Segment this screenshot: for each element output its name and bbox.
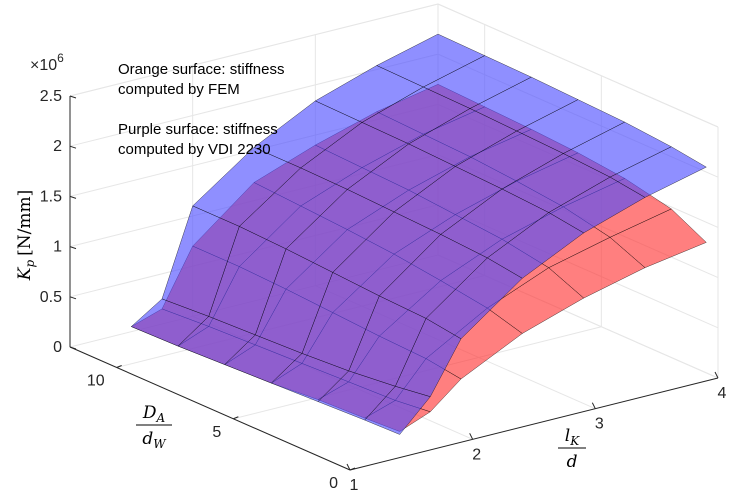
x-tick [591,402,596,409]
z-tick-label: 2 [53,138,62,155]
box-edge [69,3,439,97]
svg-text:DA: DA [142,403,166,425]
annotation-line-1: Orange surface: stiffness [118,61,284,78]
y-tick-label: 10 [87,373,105,390]
x-axis-label: lK d [558,426,586,472]
z-exponent-label: ×106 [30,51,64,74]
y-tick [116,365,122,368]
y-tick-label: 5 [212,424,221,441]
x-tick-label: 3 [595,416,604,433]
z-tick [69,145,77,149]
z-tick-label: 1 [53,239,62,256]
x-axis-line [349,377,719,471]
surface-patch [130,298,210,347]
z-tick-label: 1.5 [40,188,62,205]
annotation-line-4: computed by VDI 2230 [118,141,271,158]
z-tick [69,195,77,199]
x-tick [346,463,351,471]
z-tick-label: 2.5 [40,88,62,105]
y-axis-label: DA dW [136,403,172,451]
svg-text:lK: lK [565,426,580,448]
z-tick-label: 0 [53,339,62,356]
svg-text:dW: dW [142,429,167,451]
svg-text:Kp[N/mm]: Kp[N/mm] [15,190,37,282]
x-tick-label: 1 [350,477,359,493]
surfaces [130,33,707,435]
annotation-line-2: computed by FEM [118,81,240,98]
z-tick [69,296,77,300]
svg-text:d: d [567,452,578,472]
y-tick-label: 0 [329,475,338,492]
axes: 0 0.5 1 1.5 2 2.5 0 5 10 1 2 3 4 [40,88,727,493]
x-tick [469,433,474,440]
box-edge [437,3,719,128]
z-tick [69,95,77,99]
x-tick [714,371,719,379]
z-axis-label: Kp[N/mm] [15,190,37,282]
y-tick [233,416,239,420]
annotation-line-3: Purple surface: stiffness [118,121,278,138]
z-tick [69,246,77,250]
surface-2 [130,33,707,435]
x-tick-label: 2 [472,446,481,463]
x-tick-label: 4 [718,385,727,402]
z-tick-label: 0.5 [40,289,62,306]
